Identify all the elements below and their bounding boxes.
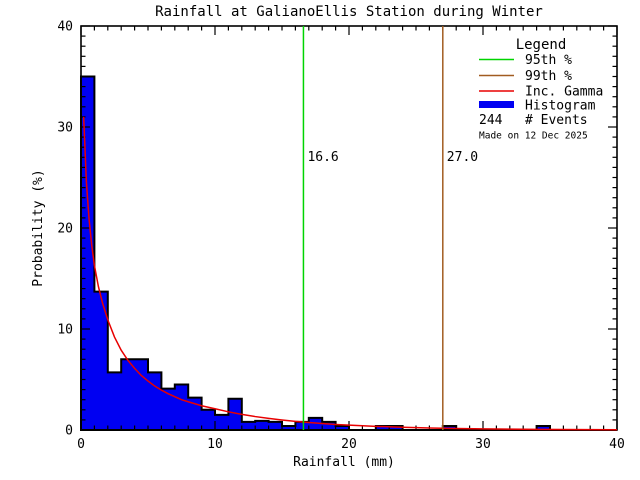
x-axis-label: Rainfall (mm): [293, 455, 395, 470]
legend-events-count: 244: [479, 113, 503, 128]
inc-gamma-curve: [82, 116, 618, 431]
axis-tick-labels: 0 10 20 30 40 0 10 20 30 40: [57, 20, 624, 453]
legend: Legend 95th % 99th % Inc. Gamma Histogra…: [479, 37, 603, 142]
legend-99th-label: 99th %: [525, 69, 572, 84]
percentile-lines: [302, 26, 444, 430]
y-tick-label: 10: [57, 323, 73, 338]
x-tick-label: 30: [475, 437, 491, 452]
legend-histogram-label: Histogram: [525, 99, 596, 114]
percentile-value-labels: 16.6 27.0: [307, 150, 478, 165]
legend-95th-label: 95th %: [525, 53, 572, 68]
gamma-curve-line: [82, 116, 618, 431]
p95-value-label: 16.6: [307, 150, 338, 165]
plot-frame-and-ticks: [80, 25, 618, 431]
chart-title: Rainfall at GalianoEllis Station during …: [155, 4, 543, 20]
y-tick-label: 40: [57, 20, 73, 35]
y-tick-label: 30: [57, 121, 73, 136]
y-tick-label: 0: [65, 424, 73, 439]
x-tick-label: 0: [77, 437, 85, 452]
x-tick-label: 40: [609, 437, 625, 452]
watermark: Made on 12 Dec 2025: [479, 131, 588, 142]
p99-value-label: 27.0: [447, 150, 478, 165]
legend-gamma-label: Inc. Gamma: [525, 85, 603, 100]
y-axis-label: Probability (%): [31, 169, 46, 286]
y-tick-label: 20: [57, 222, 73, 237]
legend-title: Legend: [516, 37, 567, 53]
legend-events-label: # Events: [525, 113, 588, 128]
x-tick-label: 20: [341, 437, 357, 452]
x-tick-label: 10: [207, 437, 223, 452]
